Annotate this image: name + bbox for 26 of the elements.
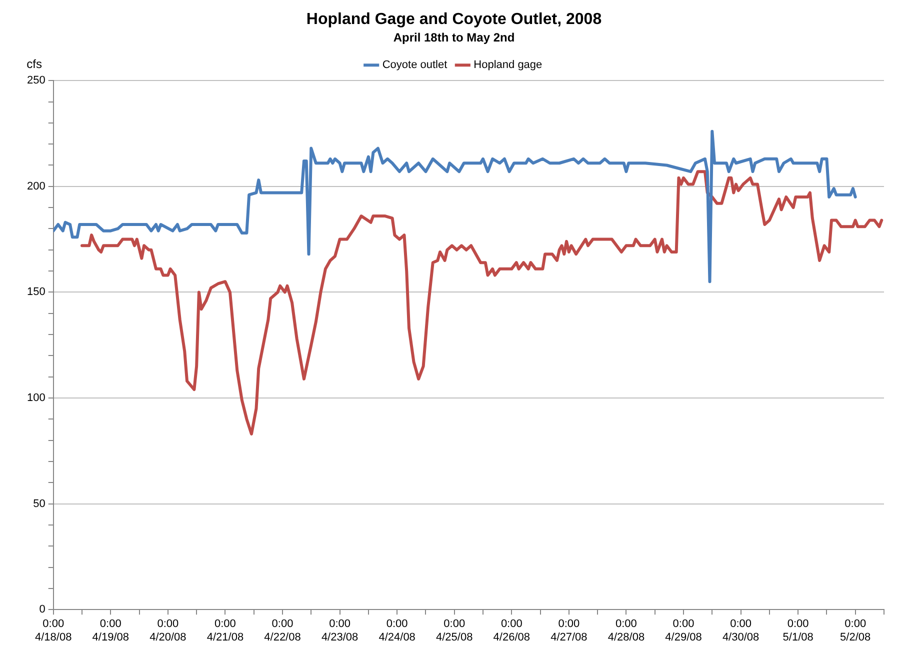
x-tick-label: 0:00 4/23/08 bbox=[321, 618, 358, 644]
y-axis-title: cfs bbox=[26, 56, 42, 71]
y-tick-label: 150 bbox=[26, 286, 46, 298]
legend-label: Hopland gage bbox=[474, 59, 542, 72]
x-tick-label: 0:00 4/29/08 bbox=[665, 618, 702, 644]
chart-subtitle: April 18th to May 2nd bbox=[393, 30, 515, 45]
x-tick-label: 0:00 4/28/08 bbox=[608, 618, 645, 644]
x-tick-label: 0:00 4/30/08 bbox=[722, 618, 760, 644]
y-tick-label: 100 bbox=[26, 392, 46, 404]
x-tick-label: 0:00 4/26/08 bbox=[493, 618, 530, 644]
y-tick-label: 0 bbox=[39, 604, 46, 616]
x-tick-label: 0:00 4/21/08 bbox=[206, 618, 244, 644]
x-tick-label: 0:00 4/27/08 bbox=[550, 618, 588, 644]
x-tick-label: 0:00 5/1/08 bbox=[782, 618, 814, 644]
x-tick-label: 0:00 4/19/08 bbox=[92, 618, 129, 644]
y-tick-label: 50 bbox=[33, 498, 46, 510]
legend-label: Coyote outlet bbox=[382, 59, 448, 72]
x-tick-label: 0:00 5/2/08 bbox=[840, 618, 871, 644]
x-tick-label: 0:00 4/24/08 bbox=[378, 618, 416, 644]
chart-title: Hopland Gage and Coyote Outlet, 2008 bbox=[306, 11, 602, 28]
y-tick-label: 250 bbox=[26, 74, 46, 87]
x-tick-label: 0:00 4/22/08 bbox=[264, 618, 301, 644]
x-tick-label: 0:00 4/20/08 bbox=[150, 618, 186, 644]
x-tick-label: 0:00 4/25/08 bbox=[436, 618, 473, 644]
x-tick-label: 0:00 4/18/08 bbox=[35, 618, 72, 644]
y-tick-label: 200 bbox=[26, 180, 46, 192]
